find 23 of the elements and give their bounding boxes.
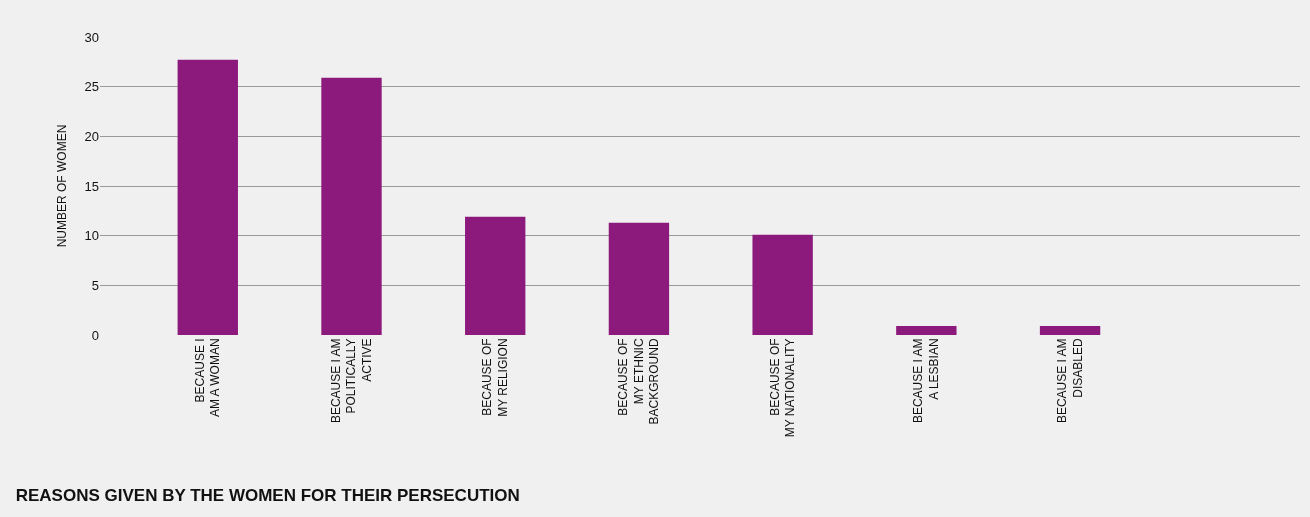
y-tick-label: 0 [91, 327, 99, 343]
text: REASONS GIVEN BY THE WOMEN FOR THEIR PERSECUTION [15, 486, 520, 506]
bar [896, 326, 957, 335]
y-tick-label: 30 [84, 29, 99, 45]
bar [1039, 326, 1101, 335]
bar [608, 222, 670, 335]
y-tick-label: 5 [91, 277, 99, 293]
x-tick-label: BECAUSE OF MY RELIGION [480, 338, 510, 417]
y-tick-label: 15 [84, 178, 99, 194]
x-tick-label: BECAUSE OF MY NATIONALITY [767, 338, 798, 438]
x-tick-label: BECAUSE I AM POLITICALLY ACTIVE [328, 338, 374, 424]
y-axis-title: NUMBER OF WOMEN [54, 124, 69, 248]
bar [465, 216, 526, 335]
x-tick-label: BECAUSE I AM A WOMAN [192, 338, 223, 418]
y-tick-label: 10 [84, 228, 99, 244]
bar [321, 77, 382, 335]
bar [752, 234, 813, 335]
bar [177, 59, 238, 335]
x-tick-label: BECAUSE I AM A LESBIAN [911, 338, 942, 424]
x-tick-label: BECAUSE OF MY ETHNIC BACKGROUND [616, 338, 662, 425]
y-tick-label: 20 [84, 128, 99, 144]
x-tick-label: BECAUSE I AM DISABLED [1055, 338, 1085, 424]
y-tick-label: 25 [84, 79, 99, 95]
